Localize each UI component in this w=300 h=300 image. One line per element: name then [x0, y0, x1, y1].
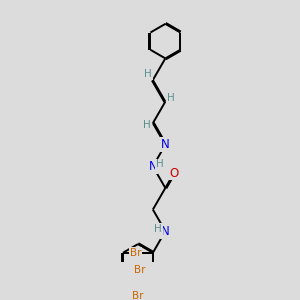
Text: H: H — [154, 224, 162, 234]
Text: H: H — [143, 120, 151, 130]
Text: N: N — [148, 160, 157, 173]
Text: O: O — [169, 167, 178, 179]
Text: N: N — [161, 138, 170, 151]
Text: H: H — [156, 160, 164, 170]
Text: N: N — [161, 225, 170, 238]
Text: Br: Br — [134, 265, 146, 275]
Text: H: H — [167, 93, 175, 103]
Text: Br: Br — [132, 291, 144, 300]
Text: H: H — [144, 69, 152, 79]
Text: Br: Br — [130, 248, 141, 258]
